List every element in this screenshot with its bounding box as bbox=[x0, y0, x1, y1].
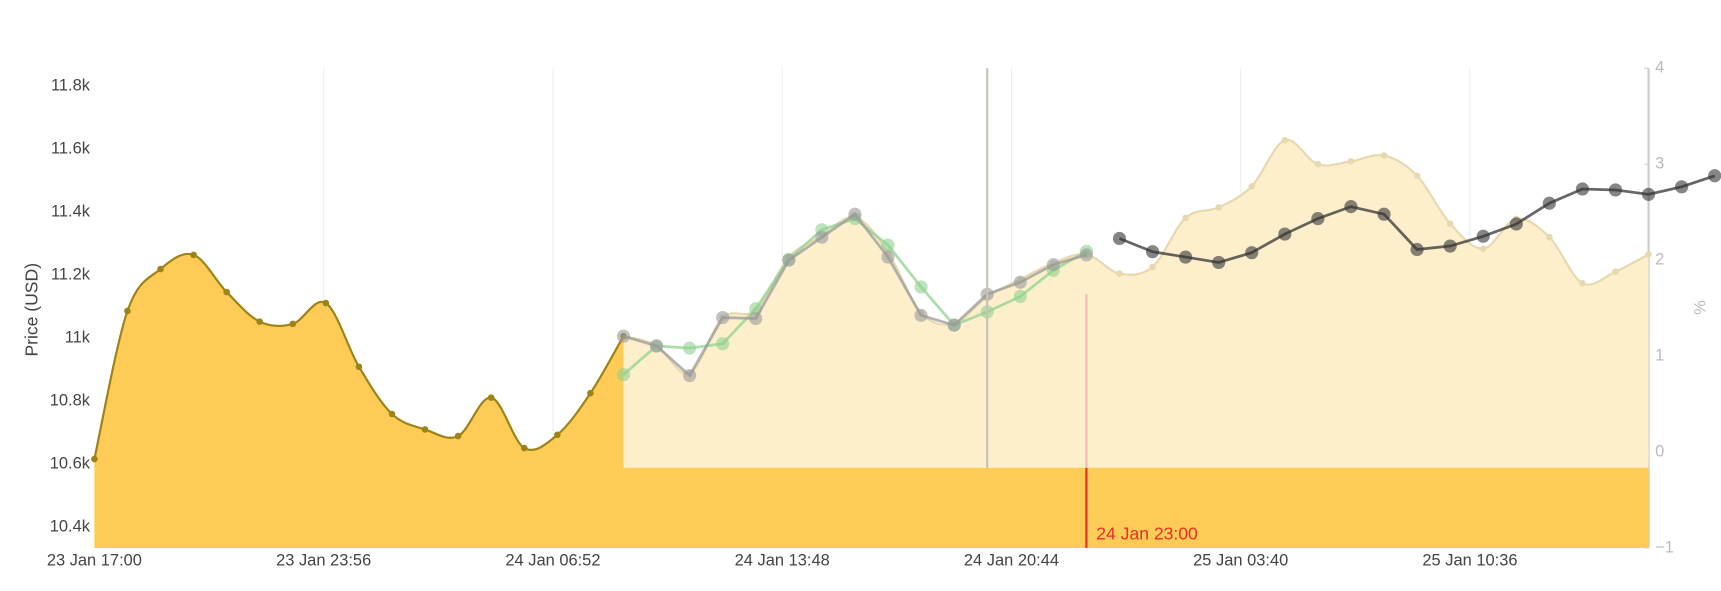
y-axis-label: Price (USD) bbox=[22, 263, 42, 357]
point bbox=[1612, 268, 1619, 275]
point bbox=[1179, 250, 1193, 264]
point bbox=[256, 318, 264, 325]
y2-tick-label: 3 bbox=[1655, 155, 1664, 173]
point bbox=[190, 251, 197, 259]
fill-band bbox=[623, 467, 1649, 548]
y2-tick-label: 2 bbox=[1655, 251, 1664, 269]
point bbox=[1182, 214, 1189, 222]
point bbox=[1314, 160, 1322, 168]
y2-tick-label: 1 bbox=[1655, 346, 1664, 364]
point bbox=[421, 426, 429, 433]
y-tick-label: 11.4k bbox=[51, 202, 91, 220]
y2-tick-label: 4 bbox=[1655, 59, 1664, 77]
point bbox=[1608, 183, 1623, 197]
point bbox=[1446, 220, 1454, 227]
point bbox=[1380, 152, 1388, 159]
point bbox=[1542, 196, 1556, 210]
point bbox=[1509, 217, 1523, 231]
point bbox=[1112, 231, 1127, 246]
point bbox=[1575, 182, 1590, 196]
point bbox=[91, 455, 98, 463]
y-tick-label: 11.8k bbox=[51, 76, 91, 94]
y2-tick-label: −1 bbox=[1655, 538, 1674, 556]
point bbox=[322, 299, 330, 307]
point bbox=[848, 207, 862, 221]
point bbox=[1377, 207, 1391, 221]
point bbox=[616, 368, 631, 382]
y-tick-label: 10.4k bbox=[50, 517, 91, 535]
point bbox=[914, 280, 928, 294]
annotation-label: 24 Jan 23:00 bbox=[1096, 523, 1198, 543]
point bbox=[1245, 246, 1259, 260]
y-tick-label: 11.6k bbox=[51, 139, 91, 157]
point bbox=[1079, 248, 1093, 262]
point bbox=[1410, 242, 1424, 257]
point bbox=[1579, 279, 1586, 287]
point bbox=[1278, 227, 1292, 241]
point bbox=[1347, 158, 1355, 165]
point bbox=[616, 329, 631, 343]
y-tick-label: 10.8k bbox=[50, 391, 91, 409]
point bbox=[1013, 289, 1027, 304]
x-tick-label: 24 Jan 13:48 bbox=[735, 551, 830, 569]
point bbox=[1443, 239, 1457, 253]
point bbox=[881, 238, 895, 252]
y2-tick-label: 0 bbox=[1655, 442, 1664, 460]
point bbox=[1116, 270, 1123, 277]
point bbox=[914, 308, 928, 322]
point bbox=[1046, 258, 1060, 272]
point bbox=[355, 363, 363, 371]
point bbox=[1476, 229, 1490, 243]
point bbox=[782, 253, 796, 267]
point bbox=[947, 318, 961, 332]
point bbox=[554, 431, 561, 439]
point bbox=[683, 341, 697, 355]
point bbox=[1413, 172, 1421, 180]
point bbox=[881, 250, 895, 264]
point bbox=[520, 444, 528, 452]
point bbox=[1281, 136, 1289, 144]
point bbox=[1149, 263, 1156, 271]
point bbox=[1311, 212, 1325, 226]
point bbox=[1248, 183, 1256, 190]
point bbox=[1675, 180, 1689, 194]
x-tick-label: 24 Jan 20:44 bbox=[964, 551, 1059, 569]
area bbox=[94, 253, 624, 548]
point bbox=[1546, 233, 1553, 241]
point bbox=[1212, 255, 1226, 270]
point bbox=[1215, 204, 1222, 211]
point bbox=[815, 230, 829, 244]
y2-axis-label: % bbox=[1692, 300, 1710, 315]
point bbox=[223, 288, 230, 296]
x-tick-label: 23 Jan 17:00 bbox=[47, 551, 142, 569]
point bbox=[124, 307, 131, 315]
x-tick-label: 25 Jan 03:40 bbox=[1193, 551, 1288, 569]
point bbox=[1479, 245, 1487, 252]
x-tick-label: 23 Jan 23:56 bbox=[276, 551, 371, 569]
x-tick-label: 25 Jan 10:36 bbox=[1422, 551, 1517, 569]
x-tick-label: 24 Jan 06:52 bbox=[505, 551, 600, 569]
point bbox=[388, 410, 396, 418]
point bbox=[487, 394, 495, 401]
point bbox=[587, 389, 594, 397]
point bbox=[1641, 187, 1656, 201]
line bbox=[93, 252, 625, 460]
point bbox=[1145, 245, 1160, 259]
point bbox=[749, 311, 763, 326]
point bbox=[649, 339, 664, 353]
point bbox=[1013, 275, 1027, 289]
point bbox=[289, 320, 297, 328]
point bbox=[1344, 200, 1358, 214]
point bbox=[716, 337, 730, 351]
point bbox=[716, 310, 730, 325]
y-tick-label: 11k bbox=[65, 328, 91, 346]
y-tick-label: 10.6k bbox=[50, 454, 91, 472]
point bbox=[683, 368, 697, 383]
point bbox=[157, 265, 164, 273]
point bbox=[1645, 251, 1652, 258]
point bbox=[1708, 169, 1721, 183]
y-tick-label: 11.2k bbox=[51, 265, 91, 283]
point bbox=[454, 432, 462, 440]
